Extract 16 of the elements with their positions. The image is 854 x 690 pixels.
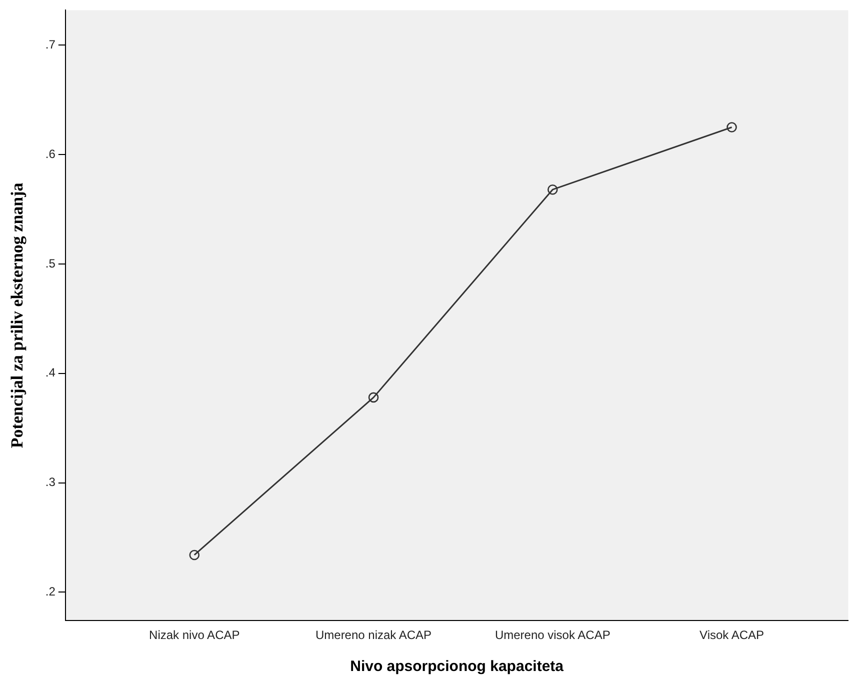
y-tick-label: .4 — [45, 366, 56, 380]
y-tick-label: .3 — [45, 475, 56, 490]
y-tick-label: .2 — [45, 584, 56, 598]
y-tick-label: .6 — [45, 146, 56, 161]
y-axis-title: Potencijal za priliv eksternog znanja — [8, 182, 27, 448]
x-tick-label: Nizak nivo ACAP — [149, 628, 240, 642]
x-axis-title: Nivo apsorpcionog kapaciteta — [350, 658, 564, 676]
point — [368, 392, 379, 403]
x-tick-label: Visok ACAP — [700, 628, 764, 642]
point — [726, 122, 737, 132]
x-tick-label: Umereno visok ACAP — [494, 628, 610, 642]
y-tick-label: .5 — [45, 256, 56, 270]
point — [189, 550, 200, 560]
y-tick-label: .7 — [45, 38, 56, 52]
x-tick-label: Umereno nizak ACAP — [315, 628, 432, 642]
point — [547, 184, 558, 195]
